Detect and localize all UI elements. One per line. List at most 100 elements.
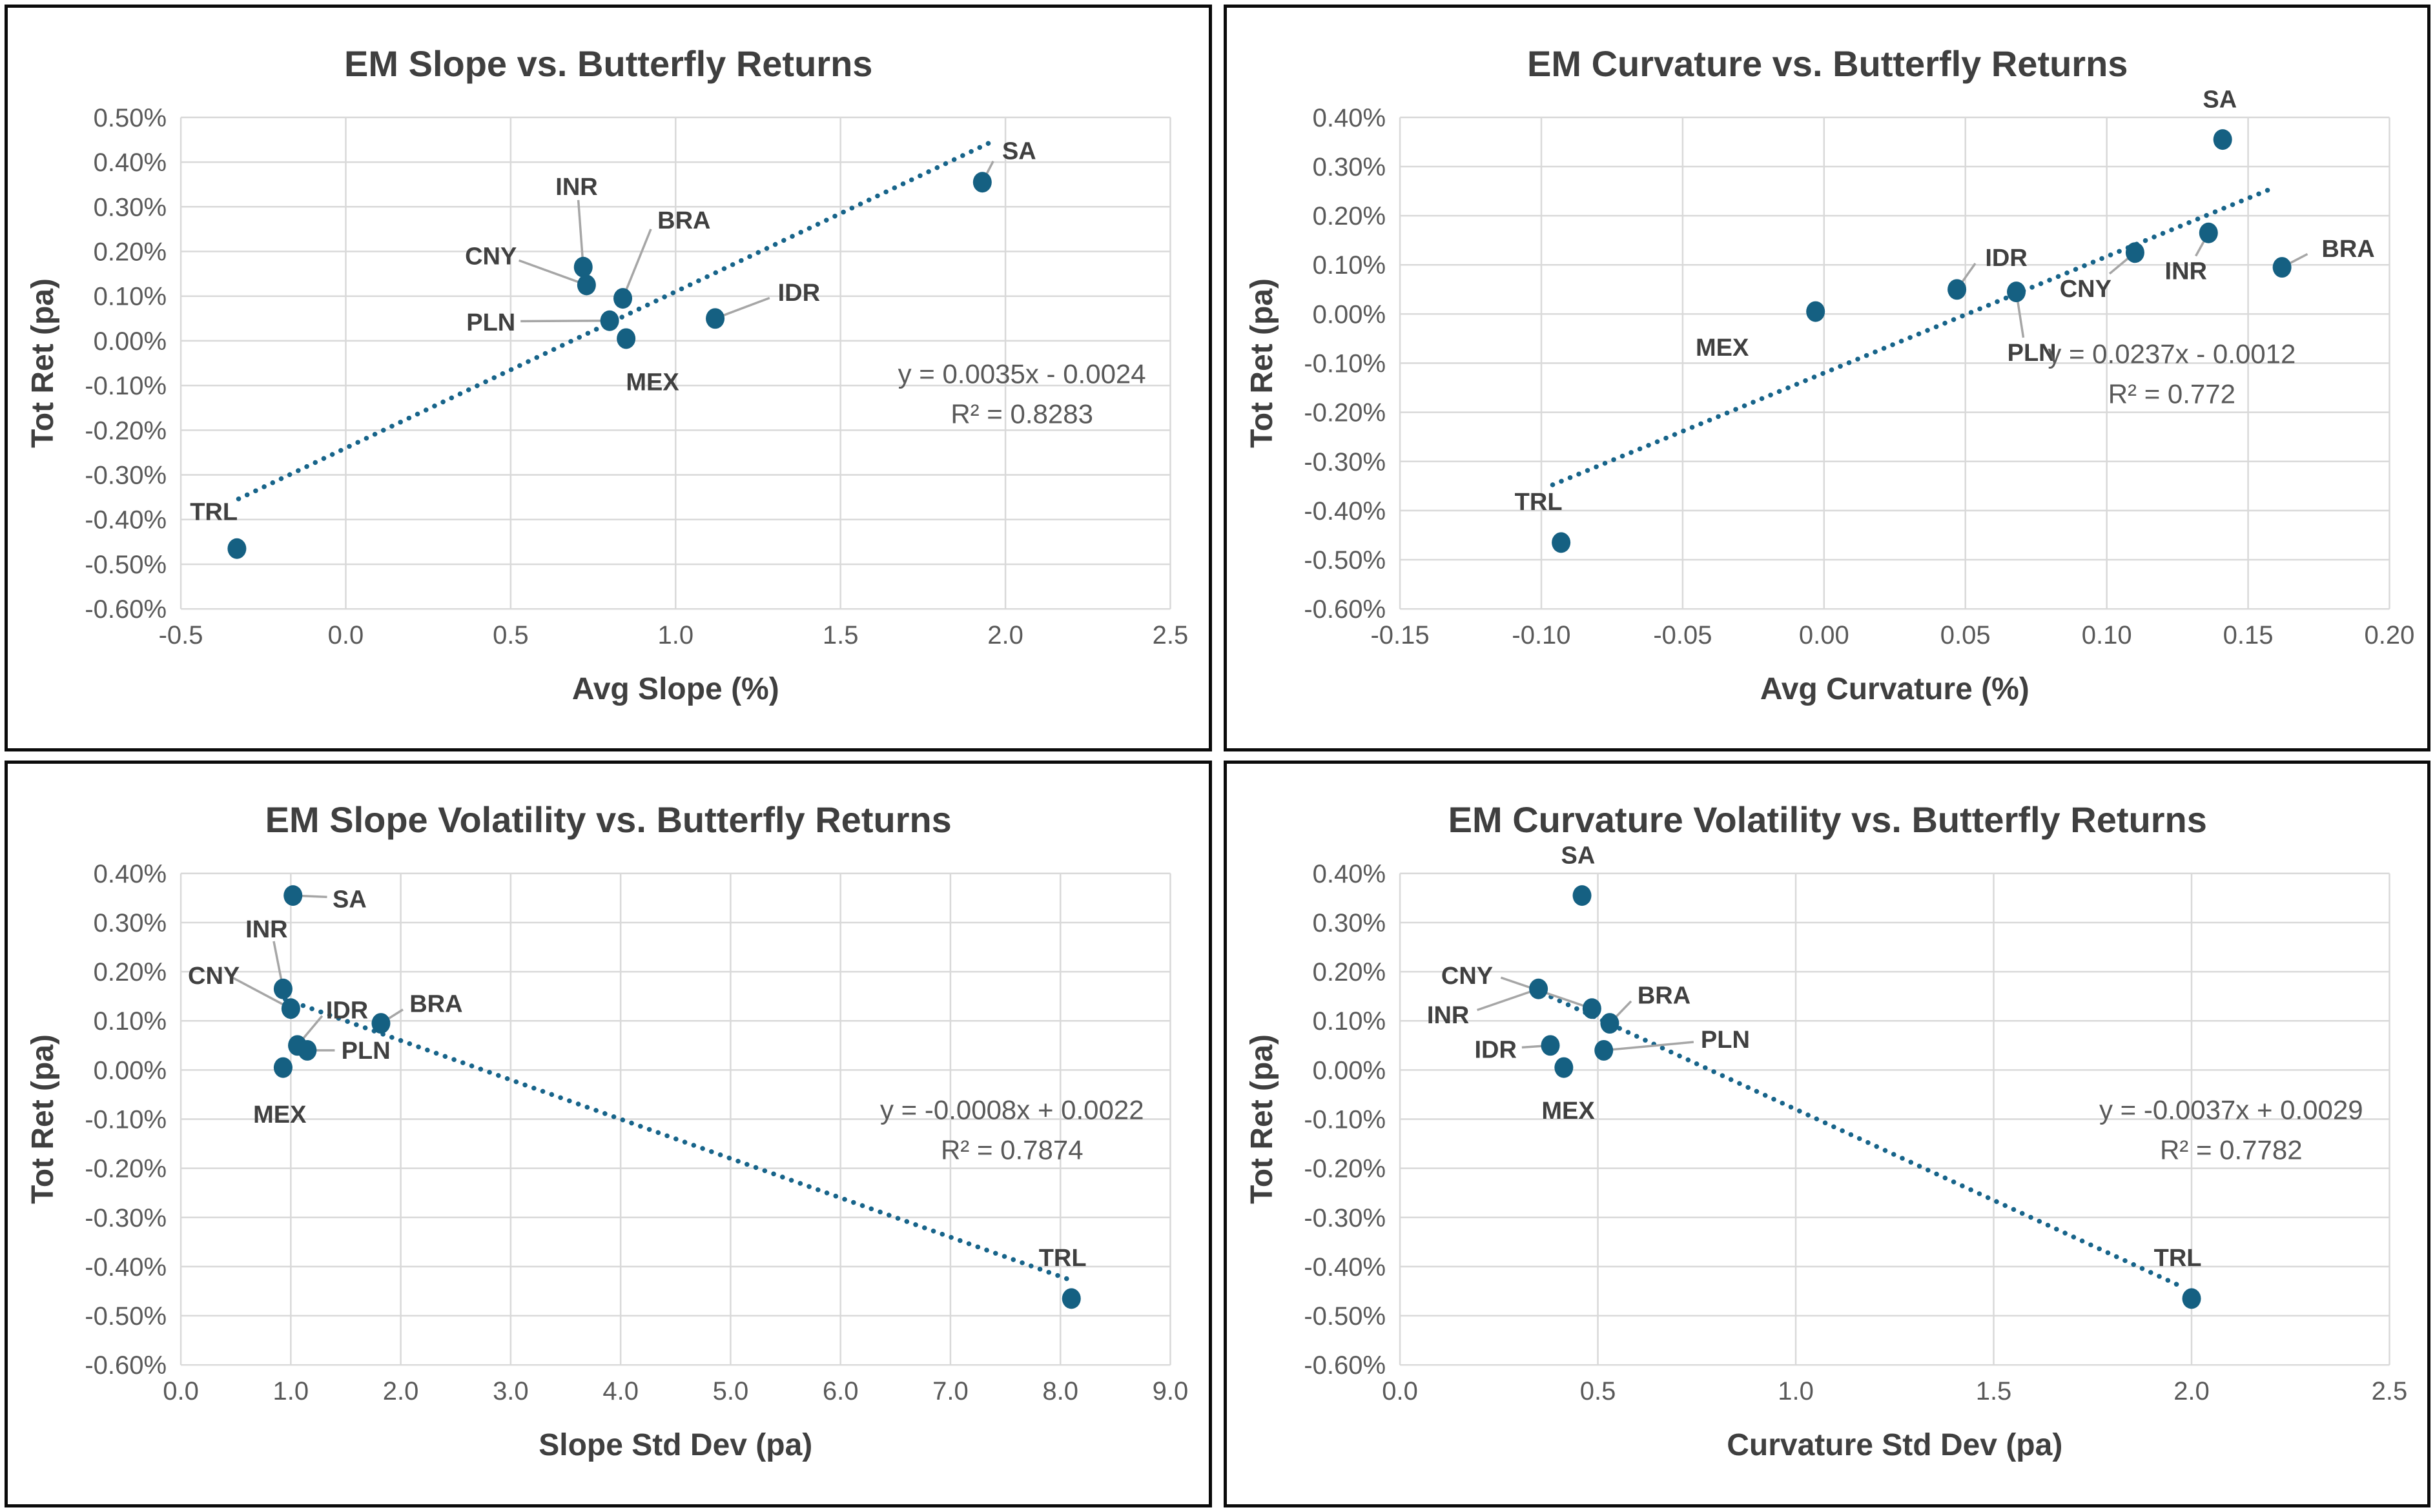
x-tick-label: 6.0 bbox=[823, 1377, 859, 1405]
data-point-cny bbox=[281, 998, 300, 1019]
x-tick-label: 0.20 bbox=[2364, 621, 2414, 649]
point-label-pln: PLN bbox=[1700, 1027, 1749, 1054]
y-tick-label: -0.50% bbox=[85, 1302, 167, 1331]
point-label-sa: SA bbox=[1002, 138, 1036, 165]
y-tick-label: 0.10% bbox=[1312, 251, 1385, 280]
data-point-inr bbox=[2199, 222, 2218, 243]
point-label-sa: SA bbox=[333, 886, 367, 913]
data-point-inr bbox=[573, 256, 593, 278]
trend-r-squared: R² = 0.772 bbox=[2108, 378, 2235, 409]
x-tick-label: 9.0 bbox=[1153, 1377, 1189, 1405]
label-leader-line-cny bbox=[232, 976, 292, 1010]
trendline bbox=[1550, 185, 2276, 487]
y-tick-label: -0.30% bbox=[1304, 1204, 1386, 1232]
y-tick-label: 0.30% bbox=[94, 193, 167, 221]
y-tick-label: 0.40% bbox=[94, 860, 167, 888]
x-tick-label: 0.00 bbox=[1798, 621, 1849, 649]
point-label-trl: TRL bbox=[1039, 1245, 1087, 1272]
y-tick-label: -0.50% bbox=[85, 551, 167, 579]
data-point-inr bbox=[1528, 978, 1548, 999]
x-tick-label: 1.0 bbox=[1778, 1377, 1814, 1405]
chart-title: EM Slope vs. Butterfly Returns bbox=[344, 43, 872, 84]
y-tick-label: 0.20% bbox=[94, 238, 167, 266]
data-point-mex bbox=[273, 1057, 293, 1078]
x-tick-label: 7.0 bbox=[932, 1377, 969, 1405]
data-point-sa bbox=[2213, 129, 2232, 150]
label-leader-line-inr bbox=[1476, 988, 1539, 1012]
data-point-mex bbox=[617, 328, 636, 349]
x-tick-label: 0.0 bbox=[163, 1377, 199, 1405]
data-point-bra bbox=[1599, 1013, 1619, 1034]
y-tick-label: 0.40% bbox=[94, 148, 167, 177]
x-tick-label: 2.0 bbox=[383, 1377, 419, 1405]
chart-title: EM Slope Volatility vs. Butterfly Return… bbox=[265, 799, 952, 840]
point-label-trl: TRL bbox=[1514, 489, 1562, 516]
y-tick-label: -0.60% bbox=[1304, 1351, 1386, 1380]
trendline bbox=[236, 137, 999, 502]
data-point-sa bbox=[972, 172, 992, 193]
x-tick-label: -0.5 bbox=[159, 621, 203, 649]
point-label-pln: PLN bbox=[342, 1037, 391, 1065]
trend-equation: y = -0.0037x + 0.0029 bbox=[2099, 1095, 2363, 1125]
y-tick-label: -0.50% bbox=[1304, 546, 1386, 575]
y-tick-label: 0.10% bbox=[94, 1007, 167, 1036]
y-tick-label: -0.10% bbox=[85, 372, 167, 400]
trendline bbox=[1539, 990, 2184, 1289]
data-point-cny bbox=[2125, 242, 2144, 263]
point-label-bra: BRA bbox=[1637, 983, 1690, 1010]
point-label-idr: IDR bbox=[1474, 1036, 1516, 1063]
x-axis-title: Curvature Std Dev (pa) bbox=[1727, 1428, 2062, 1462]
x-tick-label: 1.5 bbox=[1975, 1377, 2011, 1405]
y-tick-label: -0.10% bbox=[1304, 350, 1386, 378]
x-tick-label: -0.10 bbox=[1512, 621, 1570, 649]
trend-r-squared: R² = 0.8283 bbox=[950, 399, 1093, 429]
point-label-idr: IDR bbox=[326, 997, 368, 1025]
point-label-inr: INR bbox=[2164, 258, 2206, 285]
y-tick-label: 0.20% bbox=[1312, 202, 1385, 230]
x-tick-label: 5.0 bbox=[713, 1377, 749, 1405]
trend-r-squared: R² = 0.7782 bbox=[2159, 1134, 2302, 1165]
chart-panel-curvature-returns: SA BRA INR CNY IDR PLN MEX TRL 0.40% 0.30% 0.20% 0.… bbox=[1223, 5, 2430, 751]
label-leader-line-pln bbox=[1603, 1041, 1694, 1052]
y-tick-label: -0.60% bbox=[85, 595, 167, 624]
data-point-sa bbox=[283, 885, 303, 906]
scatter-chart-curvature-returns: SA BRA INR CNY IDR PLN MEX TRL 0.40% 0.30% 0.20% 0.… bbox=[1244, 43, 2414, 706]
x-tick-label: 1.0 bbox=[273, 1377, 309, 1405]
y-tick-label: -0.60% bbox=[85, 1351, 167, 1380]
point-label-pln: PLN bbox=[2007, 340, 2056, 367]
point-label-cny: CNY bbox=[465, 243, 517, 270]
point-label-bra: BRA bbox=[409, 991, 462, 1018]
point-label-cny: CNY bbox=[188, 963, 240, 990]
point-label-inr: INR bbox=[245, 916, 287, 943]
label-leader-line-idr bbox=[714, 296, 770, 320]
scatter-chart-curvature-volatility-returns: SA CNY INR BRA IDR PLN MEX TRL 0.40% 0.30% 0.20% 0.… bbox=[1244, 799, 2407, 1462]
y-tick-label: 0.40% bbox=[1312, 860, 1385, 888]
point-label-sa: SA bbox=[2203, 87, 2237, 114]
data-point-pln bbox=[1594, 1039, 1613, 1061]
chart-title: EM Curvature Volatility vs. Butterfly Re… bbox=[1448, 799, 2206, 840]
y-tick-label: 0.10% bbox=[94, 283, 167, 311]
point-label-inr: INR bbox=[555, 174, 597, 201]
x-tick-label: 3.0 bbox=[493, 1377, 529, 1405]
x-tick-label: 2.0 bbox=[987, 621, 1023, 649]
point-label-pln: PLN bbox=[466, 309, 515, 336]
x-tick-label: 1.5 bbox=[823, 621, 859, 649]
y-tick-label: 0.00% bbox=[1312, 1056, 1385, 1085]
point-label-sa: SA bbox=[1561, 843, 1595, 870]
data-point-trl bbox=[1551, 532, 1570, 553]
point-label-mex: MEX bbox=[1696, 334, 1749, 362]
data-point-cny bbox=[1582, 998, 1601, 1019]
label-leader-line-inr bbox=[577, 199, 584, 267]
point-label-idr: IDR bbox=[778, 280, 820, 307]
chart-title: EM Curvature vs. Butterfly Returns bbox=[1527, 43, 2128, 84]
x-tick-label: 4.0 bbox=[602, 1377, 639, 1405]
y-tick-label: 0.30% bbox=[94, 909, 167, 937]
trendline bbox=[283, 997, 1076, 1284]
y-axis-title: Tot Ret (pa) bbox=[1244, 1034, 1279, 1204]
data-point-pln bbox=[2006, 281, 2026, 303]
data-point-bra bbox=[2272, 257, 2292, 278]
data-point-mex bbox=[1554, 1057, 1573, 1078]
x-tick-label: -0.05 bbox=[1653, 621, 1712, 649]
y-tick-label: -0.50% bbox=[1304, 1302, 1386, 1331]
y-tick-label: -0.10% bbox=[85, 1106, 167, 1134]
